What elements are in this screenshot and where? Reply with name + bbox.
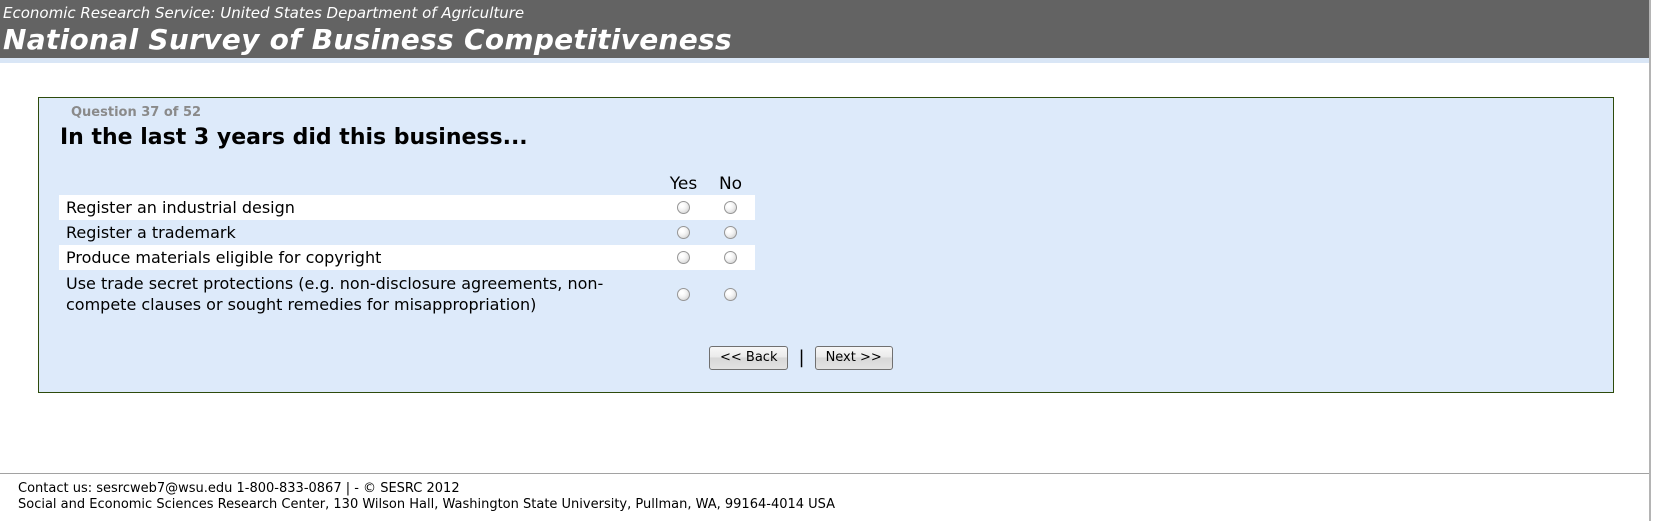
question-progress: Question 37 of 52 [71,105,202,120]
row-label: Register a trademark [66,223,236,242]
header-bar: Economic Research Service: United States… [0,0,1649,58]
survey-title: National Survey of Business Competitiven… [3,23,732,56]
radio-copyright-no[interactable] [724,251,737,264]
table-row-trademark: Register a trademark [59,220,755,245]
radio-trademark-no[interactable] [724,226,737,239]
footer-contact-line: Contact us: sesrcweb7@wsu.edu 1-800-833-… [18,481,460,496]
question-panel: Question 37 of 52 In the last 3 years di… [38,97,1614,393]
radio-trade-secret-yes[interactable] [677,287,690,301]
back-button[interactable]: << Back [709,346,789,370]
table-row-trade-secret: Use trade secret protections (e.g. non-d… [59,270,755,318]
radio-copyright-yes[interactable] [677,251,690,264]
column-header-yes: Yes [669,174,698,194]
row-label: Produce materials eligible for copyright [66,248,382,267]
row-label: Use trade secret protections (e.g. non-d… [66,274,604,314]
footer-address-line: Social and Economic Sciences Research Ce… [18,496,836,512]
agency-subtitle: Economic Research Service: United States… [3,4,525,22]
nav-button-row: << Back | Next >> [709,346,1593,370]
next-button[interactable]: Next >> [814,346,893,370]
radio-industrial-design-yes[interactable] [677,201,690,214]
question-table: Yes No Register an industrial design Reg… [59,169,755,318]
column-header-no: No [718,174,743,194]
radio-trade-secret-no[interactable] [724,287,737,301]
button-separator: | [798,347,805,368]
accent-strip [0,58,1649,63]
radio-trademark-yes[interactable] [677,226,690,239]
table-row-copyright: Produce materials eligible for copyright [59,245,755,270]
table-row-industrial-design: Register an industrial design [59,195,755,220]
row-label: Register an industrial design [66,198,295,217]
question-prompt: In the last 3 years did this business... [60,125,528,150]
table-header-row: Yes No [59,169,755,195]
radio-industrial-design-no[interactable] [724,201,737,214]
footer: Contact us: sesrcweb7@wsu.edu 1-800-833-… [0,473,1649,521]
